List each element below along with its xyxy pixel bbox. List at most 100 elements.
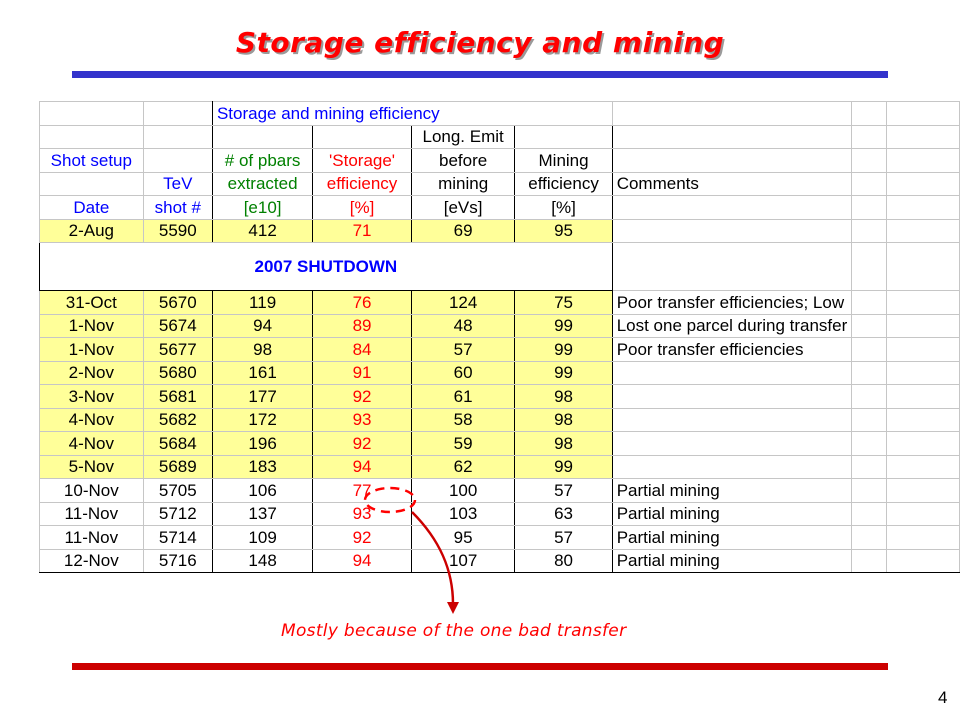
shot-cell[interactable]: 5680 (142, 360, 213, 385)
emit-cell[interactable]: 69 (410, 218, 516, 243)
comment-cell[interactable]: Partial mining (611, 501, 853, 526)
cell[interactable] (851, 384, 888, 409)
cell[interactable] (142, 101, 213, 126)
mining-cell[interactable]: 99 (514, 360, 613, 385)
pbars-cell[interactable]: 183 (211, 454, 314, 479)
storage-cell[interactable]: 92 (312, 431, 412, 456)
comment-cell[interactable] (611, 218, 853, 243)
mining-cell[interactable]: 98 (514, 407, 613, 432)
emit-cell[interactable]: 95 (410, 525, 516, 550)
comment-cell[interactable]: Partial mining (611, 525, 853, 550)
header-cell[interactable]: [e10] (211, 195, 314, 220)
storage-cell[interactable]: 76 (312, 290, 412, 315)
mining-cell[interactable]: 95 (514, 218, 613, 243)
pbars-cell[interactable]: 161 (211, 360, 314, 385)
emit-cell[interactable]: 124 (410, 290, 516, 315)
header-cell[interactable] (851, 171, 888, 196)
shot-cell[interactable]: 5674 (142, 313, 213, 338)
storage-cell[interactable]: 92 (312, 384, 412, 409)
cell[interactable] (851, 478, 888, 503)
emit-cell[interactable]: 61 (410, 384, 516, 409)
mining-cell[interactable]: 99 (514, 313, 613, 338)
comment-cell[interactable] (611, 384, 853, 409)
storage-cell[interactable]: 91 (312, 360, 412, 385)
mining-cell[interactable]: 80 (514, 548, 613, 573)
header-cell[interactable]: Mining (514, 148, 613, 173)
mining-cell[interactable]: 98 (514, 384, 613, 409)
header-cell[interactable] (851, 195, 888, 220)
cell[interactable] (851, 290, 888, 315)
storage-cell[interactable]: 89 (312, 313, 412, 338)
storage-cell[interactable]: 93 (312, 407, 412, 432)
shot-cell[interactable]: 5677 (142, 337, 213, 362)
shot-cell[interactable]: 5714 (142, 525, 213, 550)
cell[interactable] (886, 478, 960, 503)
cell[interactable] (886, 525, 960, 550)
sheet-title[interactable]: Storage and mining efficiency (211, 101, 613, 126)
cell[interactable] (886, 454, 960, 479)
cell[interactable] (886, 242, 960, 291)
date-cell[interactable]: 11-Nov (39, 501, 144, 526)
cell[interactable] (886, 407, 960, 432)
cell[interactable] (851, 548, 888, 573)
storage-cell[interactable]: 92 (312, 525, 412, 550)
header-cell[interactable] (514, 124, 613, 149)
comment-cell[interactable] (611, 360, 853, 385)
cell[interactable] (851, 360, 888, 385)
cell[interactable] (886, 501, 960, 526)
mining-cell[interactable]: 99 (514, 337, 613, 362)
header-cell[interactable]: extracted (211, 171, 314, 196)
header-cell[interactable] (886, 124, 960, 149)
header-cell[interactable]: efficiency (312, 171, 412, 196)
pbars-cell[interactable]: 412 (211, 218, 314, 243)
mining-cell[interactable]: 99 (514, 454, 613, 479)
mining-cell[interactable]: 63 (514, 501, 613, 526)
cell[interactable] (851, 337, 888, 362)
cell[interactable] (851, 218, 888, 243)
storage-cell[interactable]: 94 (312, 548, 412, 573)
header-cell[interactable] (611, 124, 853, 149)
date-cell[interactable]: 11-Nov (39, 525, 144, 550)
shot-cell[interactable]: 5712 (142, 501, 213, 526)
cell[interactable] (851, 242, 888, 291)
date-cell[interactable]: 2-Nov (39, 360, 144, 385)
header-cell[interactable] (886, 171, 960, 196)
mining-cell[interactable]: 57 (514, 525, 613, 550)
cell[interactable] (851, 431, 888, 456)
comment-cell[interactable]: Poor transfer efficiencies (611, 337, 853, 362)
header-cell[interactable] (39, 124, 144, 149)
pbars-cell[interactable]: 177 (211, 384, 314, 409)
shot-cell[interactable]: 5684 (142, 431, 213, 456)
pbars-cell[interactable]: 94 (211, 313, 314, 338)
header-cell[interactable] (142, 124, 213, 149)
shot-cell[interactable]: 5590 (142, 218, 213, 243)
cell[interactable] (851, 454, 888, 479)
header-cell[interactable]: efficiency (514, 171, 613, 196)
cell[interactable] (851, 407, 888, 432)
date-cell[interactable]: 1-Nov (39, 337, 144, 362)
header-cell[interactable]: [%] (514, 195, 613, 220)
date-cell[interactable]: 4-Nov (39, 407, 144, 432)
header-cell[interactable]: [%] (312, 195, 412, 220)
cell[interactable] (886, 101, 960, 126)
pbars-cell[interactable]: 137 (211, 501, 314, 526)
cell[interactable] (851, 313, 888, 338)
header-cell[interactable]: shot # (142, 195, 213, 220)
emit-cell[interactable]: 57 (410, 337, 516, 362)
date-cell[interactable]: 4-Nov (39, 431, 144, 456)
pbars-cell[interactable]: 172 (211, 407, 314, 432)
header-cell[interactable] (886, 195, 960, 220)
shot-cell[interactable]: 5716 (142, 548, 213, 573)
cell[interactable] (611, 101, 853, 126)
shot-cell[interactable]: 5705 (142, 478, 213, 503)
date-cell[interactable]: 5-Nov (39, 454, 144, 479)
shot-cell[interactable]: 5689 (142, 454, 213, 479)
header-cell[interactable]: Long. Emit (410, 124, 516, 149)
cell[interactable] (886, 313, 960, 338)
cell[interactable] (886, 548, 960, 573)
emit-cell[interactable]: 62 (410, 454, 516, 479)
mining-cell[interactable]: 57 (514, 478, 613, 503)
cell[interactable] (886, 290, 960, 315)
cell[interactable] (611, 242, 853, 291)
header-cell[interactable]: # of pbars (211, 148, 314, 173)
